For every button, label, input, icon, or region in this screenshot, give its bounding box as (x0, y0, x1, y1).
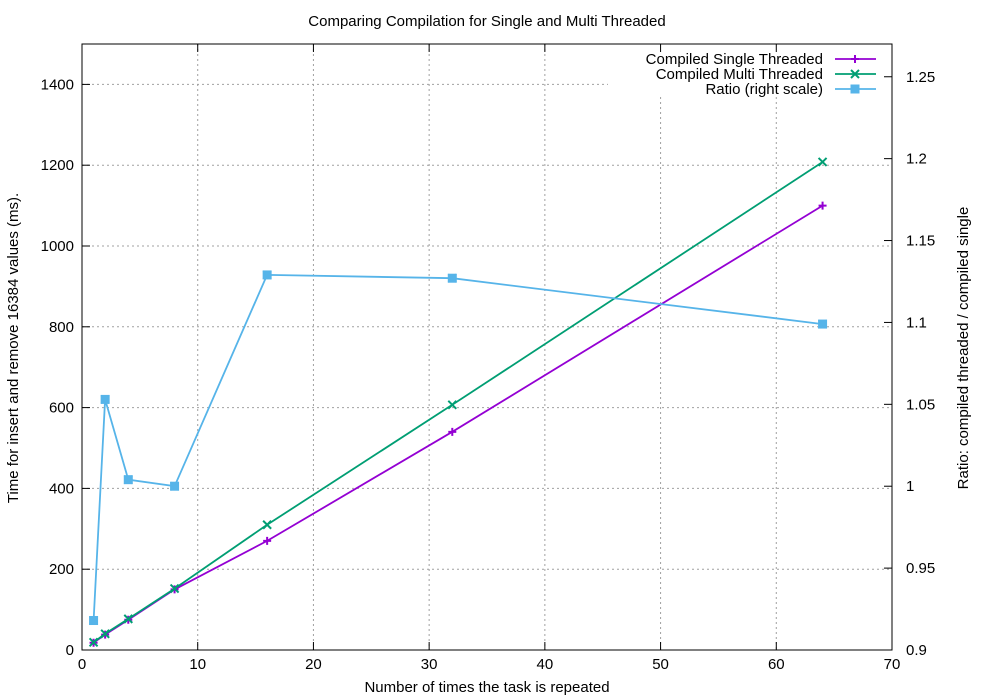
y-tick-label: 600 (49, 400, 74, 417)
marker-cross (262, 270, 272, 280)
data-point (817, 157, 828, 167)
y2-tick-label: 1.1 (906, 314, 927, 331)
data-point (123, 614, 133, 624)
legend-marker (851, 55, 859, 63)
marker-cross (170, 481, 180, 491)
x-tick-label: 60 (768, 656, 785, 673)
series-line (93, 161, 824, 644)
y2-axis-label: Ratio: compiled threaded / compiled sing… (955, 207, 972, 490)
y2-tick-label: 1 (906, 478, 914, 495)
series-line (93, 204, 824, 644)
data-point (448, 427, 457, 436)
series-layer (88, 157, 828, 648)
marker-cross (850, 84, 860, 94)
y-axis-label: Time for insert and remove 16384 values … (5, 193, 22, 503)
legend-label: Compiled Multi Threaded (656, 66, 823, 83)
marker-cross (89, 615, 99, 626)
data-point (88, 637, 99, 648)
y2-tick-label: 1.25 (906, 69, 935, 86)
y2-tick-label: 0.9 (906, 642, 927, 659)
y-tick-label: 400 (49, 480, 74, 497)
tick-layer: 0 200 400 600 800 1000 1200 1400 0 10 20 30 40 50 60 70… (41, 44, 935, 673)
legend-label: Compiled Single Threaded (646, 51, 823, 68)
marker-cross (100, 394, 110, 404)
data-point (447, 400, 457, 410)
data-point (123, 475, 133, 485)
series-1 (88, 157, 828, 648)
plot-frame (81, 43, 893, 651)
x-tick-label: 70 (884, 656, 901, 673)
data-point (100, 394, 110, 404)
y-tick-label: 800 (49, 319, 74, 336)
data-point (100, 629, 110, 639)
legend-marker (850, 69, 860, 79)
series-2 (89, 270, 828, 626)
y2-tick-label: 1.05 (906, 396, 935, 413)
data-point (169, 583, 180, 594)
grid-layer (82, 44, 892, 650)
y2-tick-label: 1.15 (906, 233, 935, 250)
y2-tick-label: 0.95 (906, 560, 935, 577)
legend-marker (850, 84, 860, 94)
x-axis-label: Number of times the task is repeated (364, 679, 609, 696)
data-point (170, 481, 180, 491)
data-point (447, 273, 457, 283)
y-tick-label: 1200 (41, 157, 74, 174)
data-point (263, 536, 272, 545)
marker-cross (818, 319, 828, 329)
x-tick-label: 40 (537, 656, 554, 673)
data-point (89, 615, 99, 626)
y-tick-label: 0 (66, 642, 74, 659)
x-tick-label: 30 (421, 656, 438, 673)
y2-tick-label: 1.2 (906, 151, 927, 168)
marker-cross (123, 475, 133, 485)
y-tick-label: 1000 (41, 238, 74, 255)
x-tick-label: 0 (78, 656, 86, 673)
series-0 (89, 201, 827, 647)
legend-label: Ratio (right scale) (705, 81, 823, 98)
data-point (818, 201, 827, 210)
marker-cross (447, 273, 457, 283)
data-point (818, 319, 828, 329)
data-point (262, 520, 272, 530)
x-tick-label: 10 (189, 656, 206, 673)
x-tick-label: 20 (305, 656, 322, 673)
y-tick-label: 1400 (41, 76, 74, 93)
chart-title: Comparing Compilation for Single and Mul… (308, 13, 665, 30)
x-tick-label: 50 (652, 656, 669, 673)
y-tick-label: 200 (49, 561, 74, 578)
data-point (262, 270, 272, 280)
